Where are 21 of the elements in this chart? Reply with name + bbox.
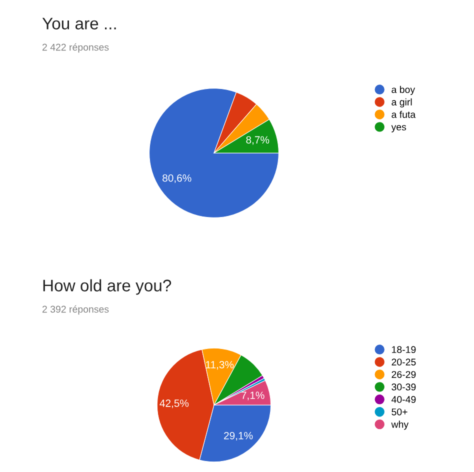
legend-label: 40-49 (392, 396, 416, 403)
chart-title: You are ... (42, 18, 116, 30)
legend-label: 30-39 (392, 384, 416, 390)
data-label: 29,1% (224, 432, 253, 441)
legend-label: yes (391, 125, 406, 132)
legend-label: 18-19 (392, 346, 416, 354)
legend-label: a boy (392, 86, 416, 95)
legend-label: a girl (392, 98, 412, 108)
chart-title: How old are you? (43, 279, 172, 295)
legend-label: why (391, 420, 409, 430)
data-label: 42,5% (160, 400, 189, 408)
text: 2 392 réponses (42, 305, 109, 315)
legend-label: 50+ (392, 408, 408, 416)
data-label: 7,1% (241, 392, 264, 400)
data-label: 11,3% (206, 361, 234, 370)
chart-subtitle: 2 422 réponses (42, 43, 109, 53)
data-label: 80,6% (162, 174, 192, 183)
legend-label: 20-25 (392, 358, 416, 366)
legend-label: a futa (392, 110, 416, 118)
legend-label: 26-29 (392, 371, 416, 378)
data-label: 8,7% (246, 136, 270, 145)
